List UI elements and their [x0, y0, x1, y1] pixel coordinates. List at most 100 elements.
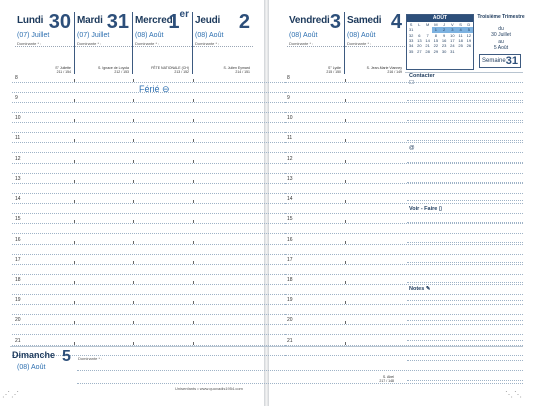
hour-label: 12: [15, 156, 21, 162]
hour-label: 8: [15, 75, 18, 81]
half-hour-line: [12, 233, 523, 234]
dominante-label: Dominante * :: [195, 41, 220, 46]
calendar-day: 19: [466, 38, 472, 44]
hour-line: [12, 264, 523, 265]
calendar-head: J: [443, 22, 446, 28]
note-line: [407, 380, 523, 381]
column-tick: [133, 160, 134, 163]
column-tick: [345, 119, 346, 122]
column-tick: [345, 200, 346, 203]
day-column-jeudi[interactable]: Jeudi 2 (08) Août Dominante * : S. Julie…: [193, 11, 253, 74]
day-column-mardi[interactable]: Mardi 31 (07) Juillet Dominante * : S. I…: [75, 11, 133, 75]
column-tick: [345, 241, 346, 244]
column-tick: [133, 281, 134, 284]
day-column-lundi[interactable]: Lundi 30 (07) Juillet Dominante * : S° J…: [15, 11, 75, 74]
column-tick: [345, 160, 346, 163]
hour-line: [12, 244, 523, 245]
corner-decoration: ⋰⋰: [2, 390, 20, 399]
column-tick: [193, 79, 194, 82]
day-name: Samedi: [347, 15, 382, 26]
hour-line: [12, 345, 523, 346]
calendar-table: S L M M J V S D 31 1 2 3 4 5 32 6 7 8 9 10 11 12 33 13 14 15 16 17 1…: [407, 22, 473, 54]
hour-label: 17: [15, 257, 21, 263]
calendar-day: 23: [441, 43, 447, 49]
divider: [133, 46, 192, 47]
day-name: Mardi: [77, 15, 103, 26]
half-hour-line: [12, 193, 523, 194]
note-line: [407, 120, 523, 121]
trimestre-title: Troisième Trimestre: [477, 14, 525, 20]
calendar-day: [465, 48, 473, 53]
day-column-samedi[interactable]: Samedi 4 (08) Août Dominante * : S. Jean…: [345, 11, 405, 74]
column-tick: [193, 139, 194, 142]
calendar-day: 21: [425, 43, 430, 49]
note-line: [407, 182, 523, 183]
dominante-label: Dominante * :: [289, 41, 314, 46]
phone-icon: ☐: [409, 80, 414, 86]
divider: [287, 46, 344, 47]
calendar-day: 26: [466, 43, 472, 49]
column-tick: [74, 180, 75, 183]
column-tick: [74, 119, 75, 122]
hour-line: [285, 244, 405, 245]
day-column-mercredi[interactable]: Mercredi 1er (08) Août Dominante * : FÊT…: [133, 9, 193, 74]
half-hour-line: [285, 92, 405, 93]
column-tick: [193, 261, 194, 264]
hour-line: [12, 324, 523, 325]
note-line: [407, 222, 523, 223]
hour-line: [285, 142, 405, 143]
day-column-vendredi[interactable]: Vendredi 3 (08) Août Dominante * : S° Ly…: [287, 11, 345, 75]
calendar-day: 20: [417, 43, 422, 49]
half-hour-line: [12, 334, 523, 335]
day-name: Lundi: [17, 15, 44, 26]
sunday-month: (08) Août: [17, 364, 46, 371]
hour-line: [285, 223, 405, 224]
hour-line: [12, 163, 523, 164]
calendar-week-number: 34: [408, 43, 414, 49]
day-month: (08) Août: [289, 32, 318, 39]
note-line: [407, 200, 523, 201]
calendar-day: 27: [417, 48, 422, 54]
column-tick: [133, 200, 134, 203]
half-hour-line: [285, 355, 405, 356]
column-tick: [133, 342, 134, 345]
note-line: [407, 242, 523, 243]
column-tick: [74, 281, 75, 284]
hour-line: [12, 304, 523, 305]
column-tick: [193, 241, 194, 244]
half-hour-line: [12, 213, 523, 214]
column-tick: [74, 261, 75, 264]
column-tick: [345, 342, 346, 345]
half-hour-line: [285, 334, 405, 335]
column-tick: [193, 119, 194, 122]
sunday-number: 5: [62, 348, 71, 365]
saint-note: S. Ignace de Loyola 212 / 153: [98, 66, 129, 75]
hour-label: 20: [15, 317, 21, 323]
column-tick: [133, 321, 134, 324]
dominante-label: Dominante * :: [17, 41, 42, 46]
half-hour-line: [12, 274, 523, 275]
saint-note: S° Lydie 215 / 150: [326, 66, 341, 75]
note-line: [407, 262, 523, 263]
hour-line: [285, 284, 405, 285]
hour-line: [285, 324, 405, 325]
hour-line: [12, 223, 523, 224]
column-tick: [133, 180, 134, 183]
trimestre-au: au: [498, 39, 504, 45]
at-icon: @: [409, 145, 415, 151]
column-tick: [133, 220, 134, 223]
hour-line: [12, 284, 523, 285]
calendar-day: 13: [417, 38, 422, 44]
calendar-day: [457, 48, 465, 53]
note-line: [407, 340, 523, 341]
hour-line: [285, 345, 405, 346]
column-tick: [193, 321, 194, 324]
column-tick: [345, 321, 346, 324]
hour-label: 16: [15, 237, 21, 243]
half-hour-line: [12, 92, 523, 93]
hour-line: [12, 82, 523, 83]
half-hour-line: [285, 112, 405, 113]
hour-label: 9: [15, 95, 18, 101]
day-name: Mercredi: [135, 15, 176, 26]
mini-calendar: AOÛT S L M M J V S D 31 1 2 3 4 5 32 6 7 8 9 10 11 12 33 13 14 15…: [406, 14, 474, 70]
